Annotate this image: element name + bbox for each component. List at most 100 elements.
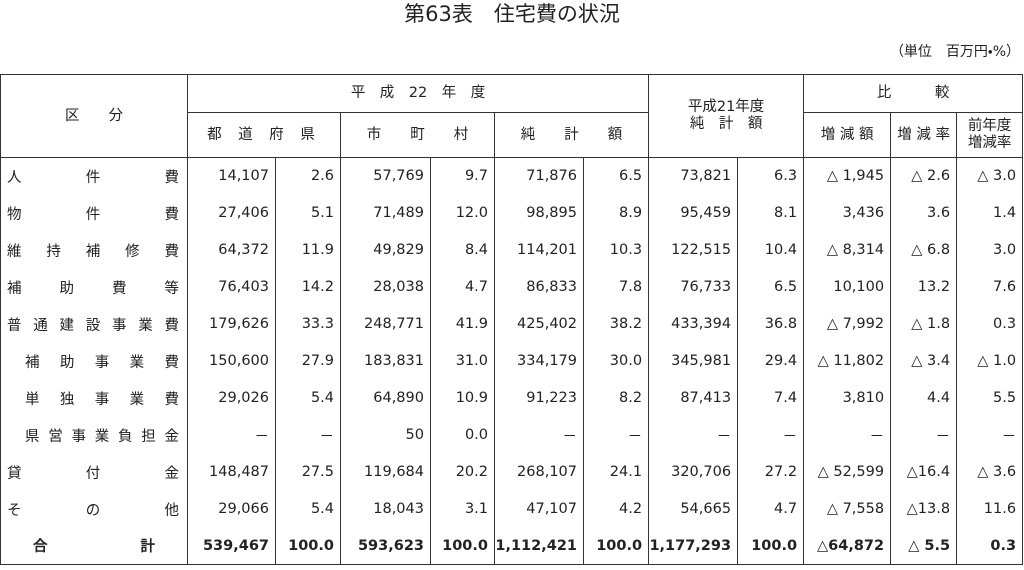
- row-label: 単独事業費: [0, 379, 188, 417]
- value-cell: 73,821: [648, 157, 739, 195]
- table-row: 県営事業負担金－－ 50 0.0 －－－－－－－: [0, 416, 1024, 454]
- value-cell: 27.5: [275, 453, 341, 491]
- value-cell: 36.8: [737, 305, 805, 343]
- value-cell: 114,201: [494, 231, 584, 269]
- value-cell: 100.0: [737, 527, 805, 565]
- value-cell: 13.2: [890, 268, 958, 306]
- value-cell: 122,515: [648, 231, 739, 269]
- table-row: 人件費 14,107 2.6 57,769 9.7 71,876 6.5 73,821 6.3 △…: [0, 157, 1024, 195]
- value-cell: 148,487: [187, 453, 276, 491]
- value-cell: 47,107: [494, 490, 584, 528]
- value-cell: 8.2: [582, 379, 650, 417]
- value-cell: 5.5: [956, 379, 1024, 417]
- value-cell: 64,890: [340, 379, 431, 417]
- value-cell: －: [956, 416, 1024, 454]
- value-cell: 7.6: [956, 268, 1024, 306]
- value-cell: 27.9: [275, 342, 341, 380]
- value-cell: 345,981: [648, 342, 739, 380]
- value-cell: 334,179: [494, 342, 584, 380]
- value-cell: 2.6: [275, 157, 341, 195]
- value-cell: 95,459: [648, 194, 739, 232]
- row-label: 補助事業費: [0, 342, 188, 380]
- value-cell: △ 3.0: [956, 157, 1024, 195]
- value-cell: 3.1: [430, 490, 495, 528]
- value-cell: 433,394: [648, 305, 739, 343]
- value-cell: 10,100: [803, 268, 892, 306]
- header-cell: 市 町 村: [340, 112, 495, 158]
- table-row: 合計 539,467 100.0 593,623 100.0 1,112,421 100.0…: [0, 527, 1024, 565]
- value-cell: 14.2: [275, 268, 341, 306]
- row-label: 県営事業負担金: [0, 416, 188, 454]
- row-label: 貸付金: [0, 453, 188, 491]
- value-cell: 1.4: [956, 194, 1024, 232]
- value-cell: 5.4: [275, 379, 341, 417]
- row-label: その他: [0, 490, 188, 528]
- row-label: 物件費: [0, 194, 188, 232]
- value-cell: 71,876: [494, 157, 584, 195]
- header-cell: 平 成 22 年 度: [186, 74, 650, 113]
- value-cell: 119,684: [340, 453, 431, 491]
- value-cell: 539,467: [187, 527, 276, 565]
- value-cell: －: [187, 416, 276, 454]
- value-cell: 8.1: [737, 194, 805, 232]
- value-cell: △ 1,945: [803, 157, 892, 195]
- title: 第63表 住宅費の状況: [404, 2, 620, 26]
- data-table: 区 分 平 成 22 年 度 平成21年度 純 計 額 比 較 都 道 府 県 …: [0, 74, 1024, 565]
- value-cell: △ 3.6: [956, 453, 1024, 491]
- table-row: 物件費 27,406 5.1 71,489 12.0 98,895 8.9 95,459 8.1…: [0, 194, 1024, 232]
- value-cell: 1,112,421: [494, 527, 584, 565]
- value-cell: 3.0: [956, 231, 1024, 269]
- value-cell: 179,626: [187, 305, 276, 343]
- value-cell: 10.4: [737, 231, 805, 269]
- value-cell: △ 1.8: [890, 305, 958, 343]
- value-cell: △ 5.5: [890, 527, 958, 565]
- value-cell: 0.0: [430, 416, 495, 454]
- value-cell: 87,413: [648, 379, 739, 417]
- value-cell: 11.9: [275, 231, 341, 269]
- value-cell: 183,831: [340, 342, 431, 380]
- value-cell: △16.4: [890, 453, 958, 491]
- value-cell: －: [648, 416, 739, 454]
- value-cell: 98,895: [494, 194, 584, 232]
- value-cell: 3.6: [890, 194, 958, 232]
- header-cell: 増 減 額: [803, 112, 892, 158]
- value-cell: －: [275, 416, 341, 454]
- value-cell: 100.0: [430, 527, 495, 565]
- value-cell: 4.4: [890, 379, 958, 417]
- value-cell: △ 6.8: [890, 231, 958, 269]
- value-cell: 0.3: [956, 527, 1024, 565]
- header-cell: 区 分: [0, 74, 188, 158]
- value-cell: △ 52,599: [803, 453, 892, 491]
- row-label: 普通建設事業費: [0, 305, 188, 343]
- value-cell: 27.2: [737, 453, 805, 491]
- header-cell: 平成21年度 純 計 額: [648, 74, 805, 158]
- value-cell: 57,769: [340, 157, 431, 195]
- value-cell: 425,402: [494, 305, 584, 343]
- value-cell: 20.2: [430, 453, 495, 491]
- value-cell: 29,066: [187, 490, 276, 528]
- table-row: 貸付金 148,487 27.5 119,684 20.2 268,107 24.1 320,…: [0, 453, 1024, 491]
- value-cell: 54,665: [648, 490, 739, 528]
- row-label: 合計: [0, 527, 188, 565]
- value-cell: －: [737, 416, 805, 454]
- value-cell: △ 11,802: [803, 342, 892, 380]
- row-label: 維持補修費: [0, 231, 188, 269]
- value-cell: △ 7,558: [803, 490, 892, 528]
- table-row: 補助事業費 150,600 27.9 183,831 31.0 334,179 30.0 34…: [0, 342, 1024, 380]
- value-cell: 6.5: [582, 157, 650, 195]
- header-cell: 前年度 増減率: [956, 112, 1024, 158]
- value-cell: 3,810: [803, 379, 892, 417]
- value-cell: 593,623: [340, 527, 431, 565]
- row-label: 人件費: [0, 157, 188, 195]
- header-cell: 純 計 額: [493, 112, 650, 158]
- value-cell: 3,436: [803, 194, 892, 232]
- value-cell: △ 7,992: [803, 305, 892, 343]
- table-row: 単独事業費 29,026 5.4 64,890 10.9 91,223 8.2 87,413 7…: [0, 379, 1024, 417]
- value-cell: 41.9: [430, 305, 495, 343]
- table-row: 普通建設事業費 179,626 33.3 248,771 41.9 425,402 38.2…: [0, 305, 1024, 343]
- value-cell: 4.7: [430, 268, 495, 306]
- value-cell: 18,043: [340, 490, 431, 528]
- value-cell: 91,223: [494, 379, 584, 417]
- value-cell: △13.8: [890, 490, 958, 528]
- value-cell: －: [803, 416, 892, 454]
